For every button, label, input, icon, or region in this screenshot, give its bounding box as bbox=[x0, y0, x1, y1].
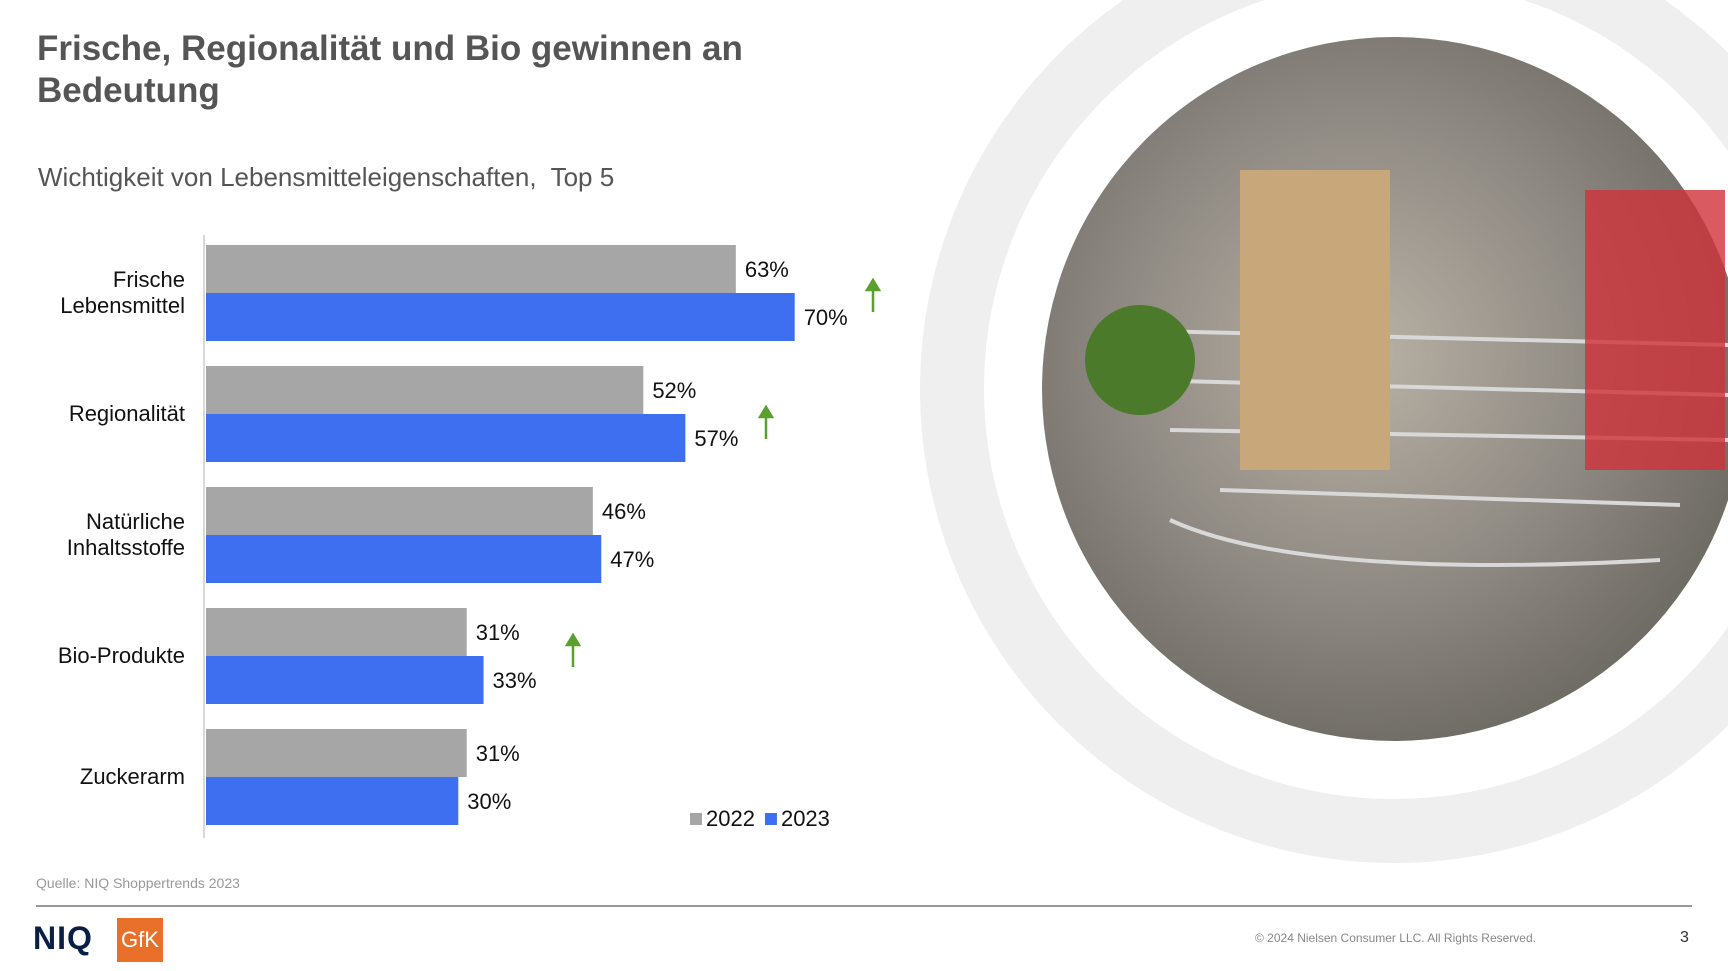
category-label: Bio-Produkte bbox=[57, 643, 185, 668]
legend-swatch bbox=[690, 813, 702, 825]
trend-arrows bbox=[564, 277, 882, 667]
bar bbox=[206, 414, 686, 462]
bar bbox=[206, 777, 459, 825]
legend-swatch bbox=[764, 813, 777, 825]
category-label: Frische Lebensmittel bbox=[60, 267, 185, 318]
bar bbox=[206, 656, 484, 704]
legend-label: 2022 bbox=[706, 806, 755, 831]
page-number: 3 bbox=[1680, 929, 1689, 946]
value-label: 57% bbox=[694, 426, 738, 451]
title: Frische, Regionalität und Bio gewinnen a… bbox=[37, 29, 743, 110]
greens bbox=[1085, 305, 1195, 415]
bar bbox=[206, 535, 602, 583]
logo-gfk: GfK bbox=[117, 918, 163, 962]
category-label: Regionalität bbox=[68, 401, 185, 426]
source: Quelle: NIQ Shoppertrends 2023 bbox=[36, 875, 240, 891]
bar bbox=[206, 608, 467, 656]
bar bbox=[206, 245, 736, 293]
category-label: Natürliche Inhaltsstoffe bbox=[66, 509, 185, 560]
value-label: 47% bbox=[610, 547, 654, 572]
legend-label: 2023 bbox=[781, 806, 830, 831]
value-label: 31% bbox=[476, 741, 520, 766]
value-label: 52% bbox=[652, 378, 696, 403]
category-label: Zuckerarm bbox=[79, 764, 185, 789]
value-label: 30% bbox=[467, 789, 511, 814]
cart-sketch bbox=[1109, 328, 1728, 567]
cart-basket bbox=[1585, 190, 1725, 470]
bar bbox=[206, 487, 593, 535]
value-label: 70% bbox=[804, 305, 848, 330]
copyright: © 2024 Nielsen Consumer LLC. All Rights … bbox=[1255, 931, 1536, 945]
logo-niq: NIQ bbox=[33, 920, 93, 956]
value-label: 63% bbox=[745, 257, 789, 282]
subtitle: Wichtigkeit von Lebensmitteleigenschafte… bbox=[38, 162, 615, 192]
bar bbox=[206, 366, 644, 414]
bar bbox=[206, 293, 795, 341]
value-label: 31% bbox=[476, 620, 520, 645]
bar bbox=[206, 729, 467, 777]
value-label: 33% bbox=[493, 668, 537, 693]
value-label: 46% bbox=[602, 499, 646, 524]
paper-bag bbox=[1240, 170, 1390, 470]
